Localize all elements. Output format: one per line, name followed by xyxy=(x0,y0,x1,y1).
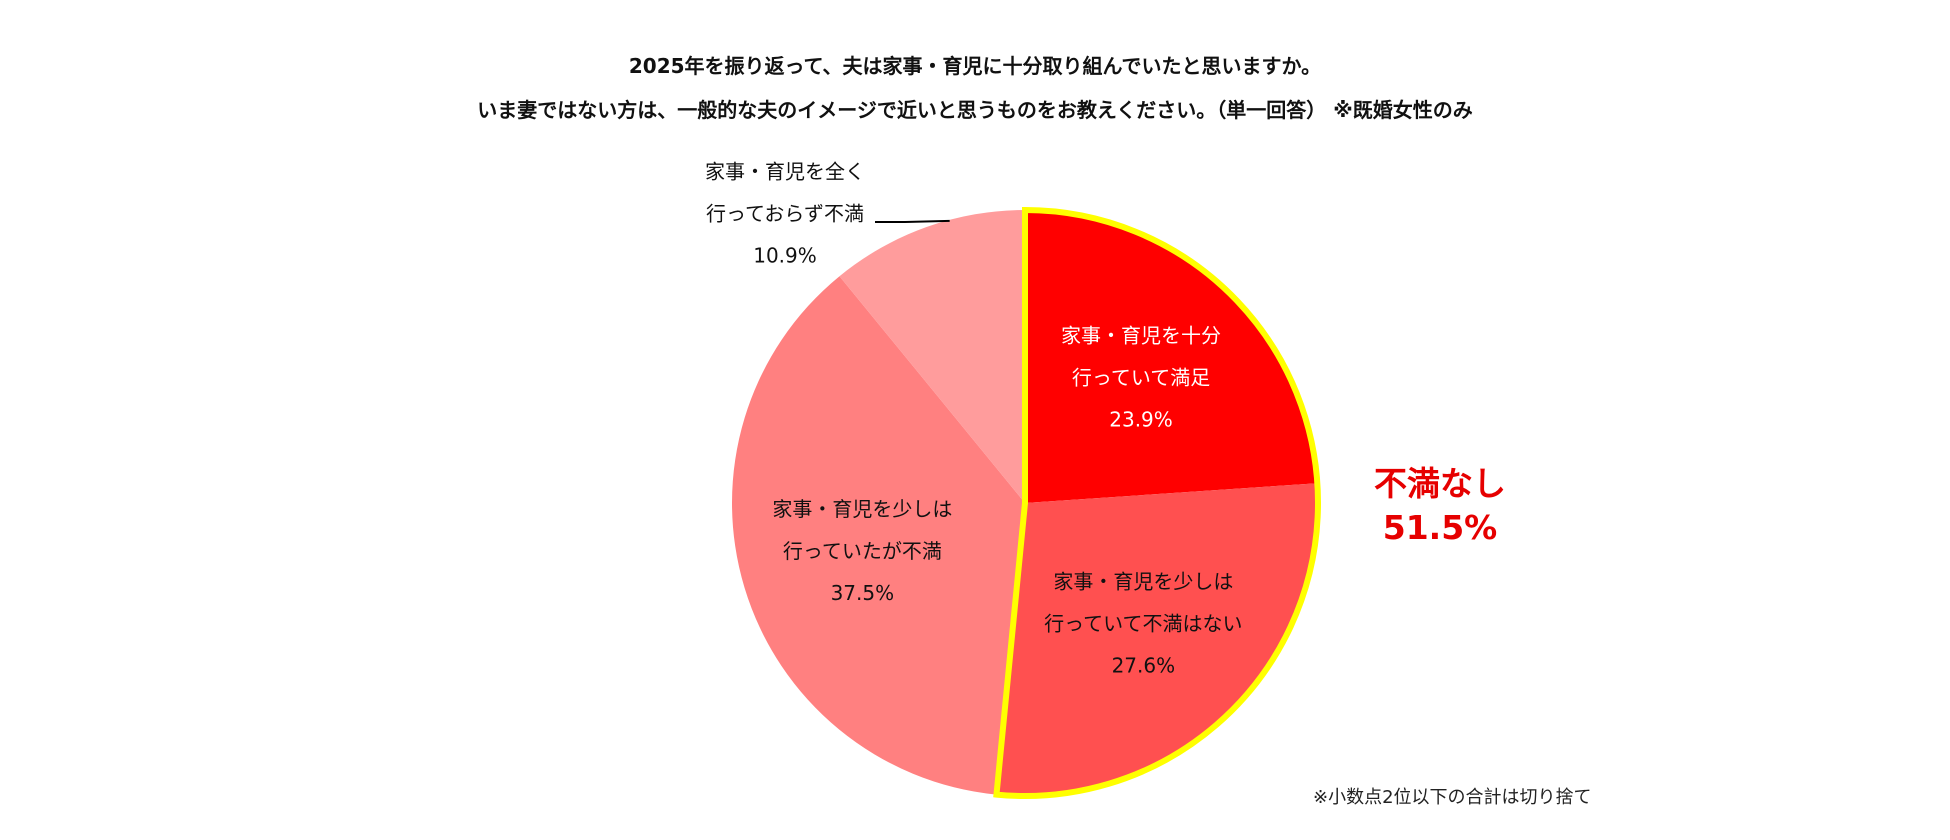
callout-no-dissatisfaction: 不満なし 51.5% xyxy=(1350,462,1530,550)
callout-value: 51.5% xyxy=(1382,508,1498,547)
pie-slice-1 xyxy=(1025,210,1318,503)
pie-slice-2 xyxy=(996,483,1318,796)
slice-category-label-3: 行っていたが不満 xyxy=(783,539,942,563)
slice-value-label-3: 37.5% xyxy=(831,581,895,605)
slice-category-label-3: 家事・育児を少しは xyxy=(772,497,952,521)
pie-slice-4 xyxy=(839,210,1025,503)
callout-label: 不満なし xyxy=(1374,464,1506,503)
slice-category-label-4: 行っておらず不満 xyxy=(706,202,864,226)
slice-value-label-2: 27.6% xyxy=(1112,653,1176,677)
slice-category-label-4: 家事・育児を全く xyxy=(705,160,865,184)
slice-category-label-2: 行っていて不満はない xyxy=(1044,611,1242,635)
slice-value-label-1: 23.9% xyxy=(1109,407,1173,431)
chart-title-line1: 2025年を振り返って、夫は家事・育児に十分取り組んでいたと思いますか。 xyxy=(628,54,1322,78)
slice-category-label-2: 家事・育児を少しは xyxy=(1053,569,1233,593)
highlight-outline xyxy=(993,206,1321,799)
slice-value-label-4: 10.9% xyxy=(753,244,817,268)
chart-title-line2: いま妻ではない方は、一般的な夫のイメージで近いと思うものをお教えください。（単一… xyxy=(477,98,1473,122)
slice-category-label-1: 行っていて満足 xyxy=(1072,365,1210,389)
footnote: ※小数点2位以下の合計は切り捨て xyxy=(1313,787,1592,808)
leader-line xyxy=(875,219,950,223)
pie-slice-3 xyxy=(731,276,1025,795)
slice-category-label-1: 家事・育児を十分 xyxy=(1061,323,1221,347)
